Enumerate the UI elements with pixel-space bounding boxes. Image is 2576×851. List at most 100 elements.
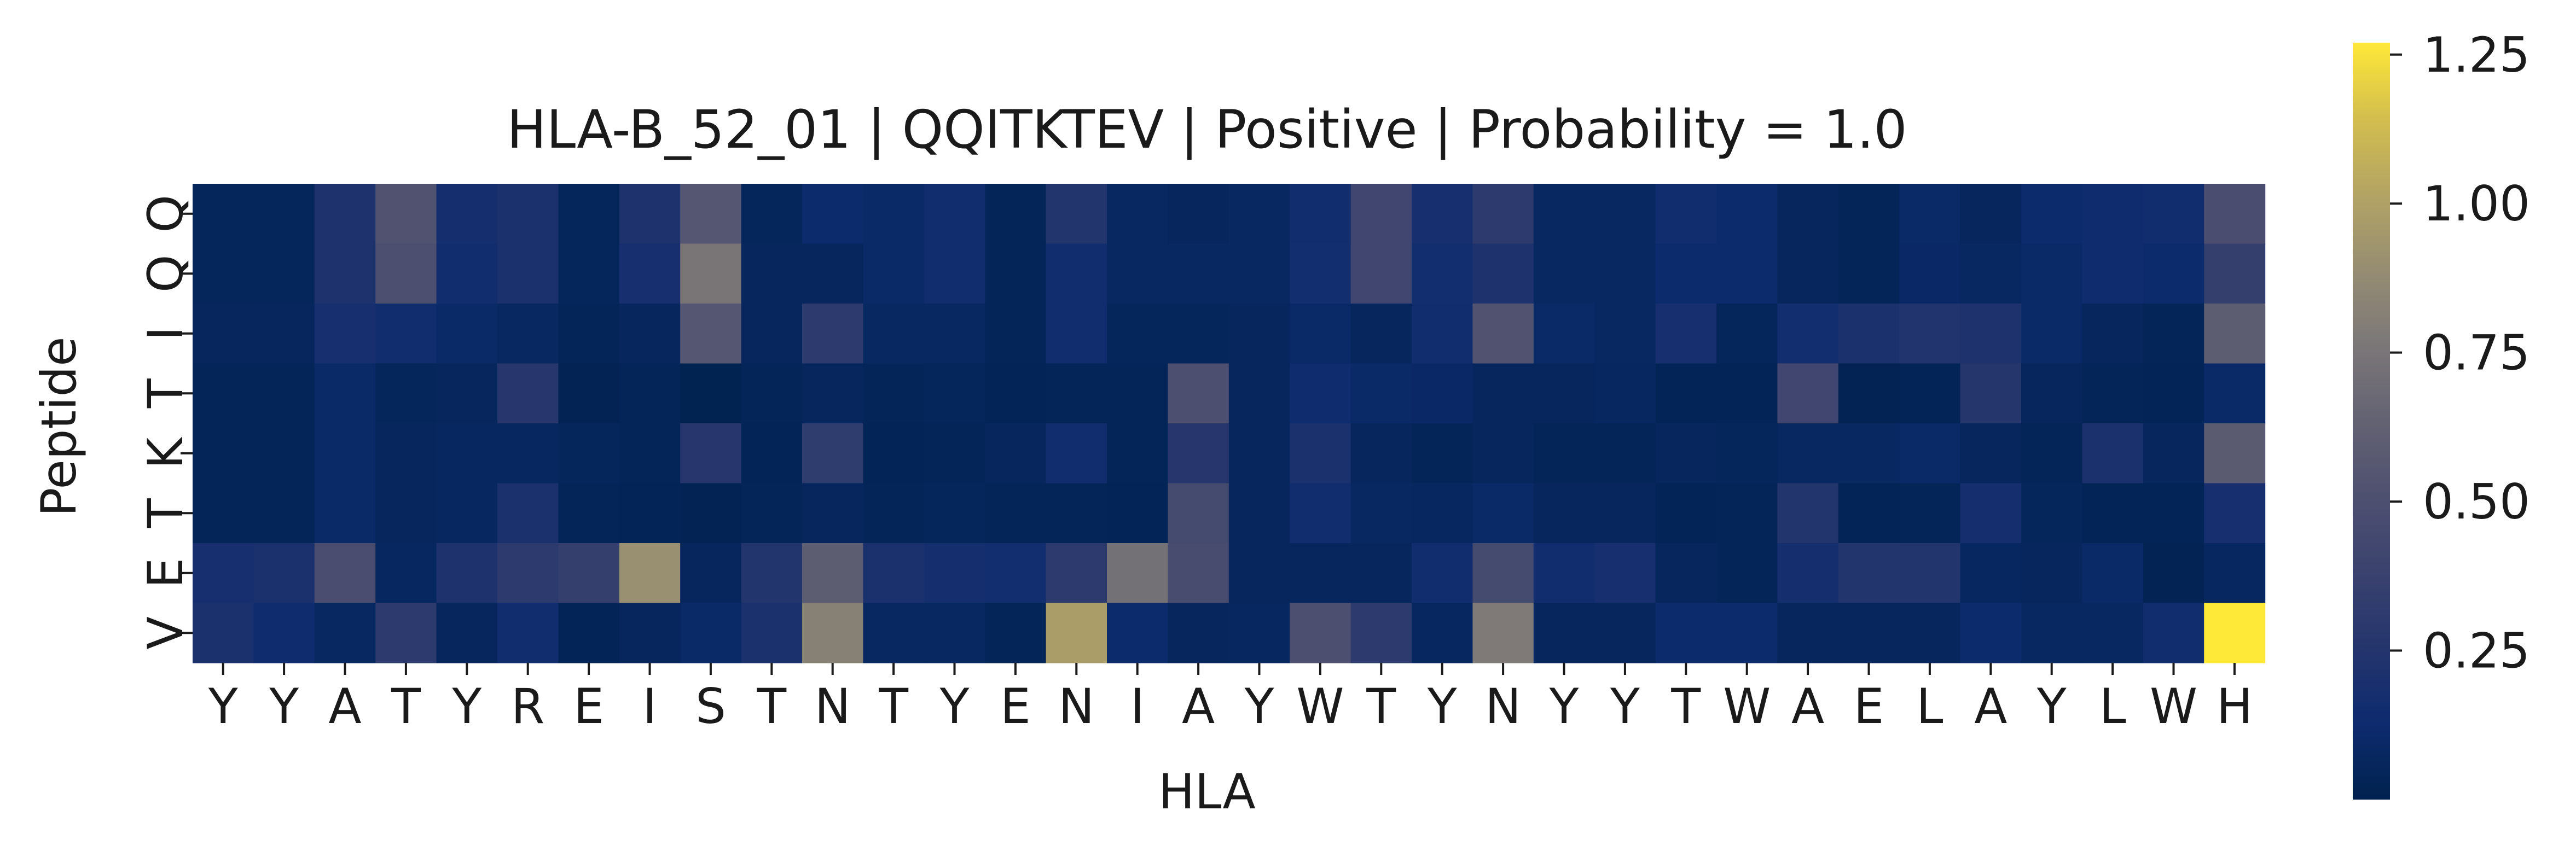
heatmap-cell [924, 243, 985, 304]
x-tick-label: Y [939, 678, 970, 735]
heatmap-cell [1472, 423, 1534, 484]
y-tick-label: Q [137, 195, 194, 232]
x-tick-label: N [1058, 678, 1094, 735]
heatmap-cell [1472, 304, 1534, 364]
heatmap-cell [2021, 603, 2082, 663]
heatmap-cell [2082, 423, 2144, 484]
heatmap-cell [1472, 543, 1534, 604]
heatmap-cell [193, 603, 254, 663]
heatmap-cell [1960, 243, 2022, 304]
x-tick-label: Y [1610, 678, 1640, 735]
heatmap-cell [497, 363, 559, 424]
heatmap-cell [2143, 483, 2204, 544]
heatmap-cell [1777, 363, 1839, 424]
heatmap-cell [741, 543, 803, 604]
heatmap-cell [1168, 483, 1229, 544]
x-tick-label: W [2150, 678, 2197, 735]
heatmap-cell [314, 423, 376, 484]
heatmap-cell [1655, 363, 1717, 424]
heatmap-cell [619, 543, 681, 604]
x-tick-label: A [328, 678, 361, 735]
heatmap-cell [1046, 543, 1107, 604]
heatmap-cell [253, 483, 315, 544]
heatmap-cell [619, 483, 681, 544]
heatmap-cell [253, 543, 315, 604]
heatmap-cell [1412, 603, 1473, 663]
heatmap-cell [619, 304, 681, 364]
y-tick-label: T [137, 378, 194, 409]
heatmap-cell [1716, 363, 1778, 424]
heatmap-cell [1107, 543, 1168, 604]
x-tick-label: R [511, 678, 544, 735]
heatmap-cell [1290, 603, 1351, 663]
x-tick-label: T [756, 678, 787, 735]
heatmap-cell [1472, 483, 1534, 544]
heatmap-cell [985, 423, 1047, 484]
heatmap-cell [2204, 243, 2266, 304]
heatmap-cell [741, 603, 803, 663]
heatmap-cell [1168, 304, 1229, 364]
heatmap-cell [193, 423, 254, 484]
heatmap-cell [1838, 304, 1900, 364]
heatmap-cell [1290, 243, 1351, 304]
x-tick-label: Y [1549, 678, 1579, 735]
x-tick-label: N [1485, 678, 1521, 735]
heatmap-cell [558, 243, 620, 304]
heatmap-cell [375, 543, 437, 604]
heatmap-cell [436, 603, 498, 663]
heatmap-cell [1777, 304, 1839, 364]
heatmap-cell [193, 243, 254, 304]
heatmap-cell [2021, 184, 2082, 244]
heatmap-cell [558, 363, 620, 424]
heatmap-cell [619, 184, 681, 244]
heatmap-cell [1412, 184, 1473, 244]
heatmap-cell [1899, 423, 1961, 484]
heatmap-cell [802, 483, 863, 544]
heatmap-cell [497, 243, 559, 304]
heatmap-cell [1350, 363, 1412, 424]
heatmap-cell [1533, 483, 1595, 544]
heatmap-cell [1655, 423, 1717, 484]
heatmap-cell [314, 184, 376, 244]
heatmap-cell [1046, 243, 1107, 304]
heatmap-cell [2204, 304, 2266, 364]
heatmap-cell [924, 423, 985, 484]
heatmap-cell [1046, 603, 1107, 663]
heatmap-cell [1290, 543, 1351, 604]
colorbar-tick-label: 0.50 [2423, 474, 2530, 530]
colorbar-tick-label: 0.75 [2423, 325, 2530, 381]
heatmap-cell [1838, 184, 1900, 244]
heatmap-cell [1472, 243, 1534, 304]
heatmap-cell [802, 543, 863, 604]
heatmap-cell [1594, 184, 1656, 244]
heatmap-cell [1168, 243, 1229, 304]
heatmap-cell [863, 304, 925, 364]
x-tick-label: A [1791, 678, 1824, 735]
heatmap-cell [1107, 363, 1168, 424]
heatmap-cell [802, 603, 863, 663]
heatmap-cell [1472, 363, 1534, 424]
heatmap-cell [558, 543, 620, 604]
x-tick-label: E [1000, 678, 1031, 735]
heatmap-cell [2143, 243, 2204, 304]
x-tick-label: Y [1244, 678, 1274, 735]
heatmap-cell [680, 243, 742, 304]
heatmap-cell [436, 543, 498, 604]
heatmap-cell [1838, 243, 1900, 304]
heatmap-cell [193, 483, 254, 544]
heatmap-cell [2021, 423, 2082, 484]
heatmap-cell [2082, 243, 2144, 304]
heatmap-cell [1228, 243, 1290, 304]
heatmap-cell [802, 243, 863, 304]
heatmap-cell [1228, 483, 1290, 544]
heatmap-cell [924, 184, 985, 244]
x-tick-label: A [1974, 678, 2007, 735]
heatmap-cell [680, 483, 742, 544]
heatmap-cell [1290, 304, 1351, 364]
y-axis: QQITKTEV [137, 195, 194, 649]
heatmap-cell [1899, 184, 1961, 244]
heatmap-cell [375, 483, 437, 544]
heatmap-cell [1899, 483, 1961, 544]
heatmap-cell [1046, 483, 1107, 544]
